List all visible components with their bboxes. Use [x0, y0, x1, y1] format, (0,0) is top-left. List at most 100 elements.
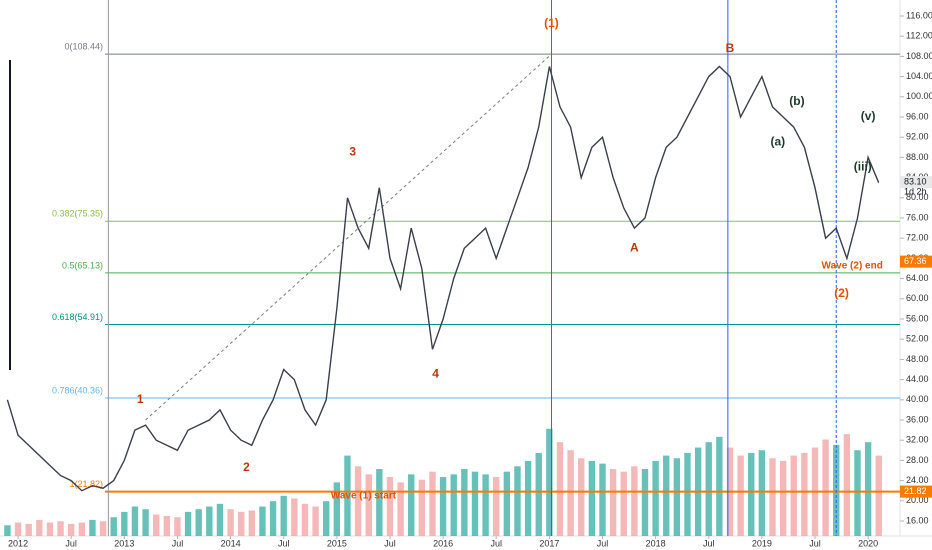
volume-bar: [790, 455, 797, 536]
wave-label: (1): [544, 16, 559, 30]
volume-bar: [78, 522, 86, 536]
y-tick-label: 104.00: [906, 71, 932, 81]
price-tag-label: 83.10: [904, 177, 927, 187]
fib-label: 0.5(65.13): [62, 260, 103, 270]
wave-label: (iii): [854, 160, 872, 174]
volume-bar: [822, 439, 829, 536]
volume-bar: [748, 452, 755, 536]
y-tick-label: 112.00: [906, 31, 932, 41]
countdown: 1d 2h: [904, 187, 927, 197]
x-tick-label: Jul: [172, 538, 184, 548]
volume-bar: [620, 471, 627, 536]
x-tick-label: 2020: [858, 538, 878, 548]
wave-label: 1: [137, 392, 144, 406]
y-tick-label: 56.00: [906, 313, 929, 323]
x-tick-label: Jul: [65, 538, 77, 548]
x-tick-label: 2014: [221, 538, 241, 548]
y-tick-label: 36.00: [906, 414, 929, 424]
volume-bar: [131, 506, 139, 536]
wave-label: (v): [861, 109, 876, 123]
volume-bar: [599, 463, 606, 536]
volume-bar: [556, 442, 564, 536]
volume-bar: [195, 509, 202, 536]
volume-bar: [439, 477, 447, 536]
y-tick-label: 80.00: [906, 192, 929, 202]
volume-bar: [631, 466, 638, 536]
volume-bar: [99, 521, 107, 536]
volume-bar: [354, 466, 362, 536]
y-tick-label: 88.00: [906, 152, 929, 162]
volume-bar: [110, 517, 117, 536]
x-tick-label: 2012: [8, 538, 28, 548]
volume-bar: [641, 469, 649, 536]
y-tick-label: 92.00: [906, 132, 929, 142]
wave-label: A: [630, 240, 639, 254]
volume-bar: [142, 509, 149, 536]
volume-bar: [779, 460, 787, 536]
volume-bar: [238, 511, 245, 536]
volume-bar: [716, 436, 723, 536]
y-tick-label: 64.00: [906, 273, 929, 283]
volume-bar: [737, 455, 744, 536]
y-tick-label: 44.00: [906, 374, 929, 384]
volume-bar: [206, 506, 213, 536]
y-tick-label: 96.00: [906, 111, 929, 121]
volume-bar: [429, 471, 436, 536]
volume-bar: [259, 506, 266, 536]
volume-bar: [535, 452, 542, 536]
volume-bar: [163, 515, 171, 536]
volume-bar: [312, 506, 319, 536]
volume-bar: [227, 509, 234, 536]
fib-label: 1(21.82): [69, 479, 103, 489]
volume-bar: [291, 498, 298, 536]
y-tick-label: 116.00: [906, 10, 932, 20]
volume-bar: [769, 458, 776, 536]
volume-bar: [408, 474, 415, 536]
volume-bar: [864, 442, 872, 536]
volume-bar: [875, 455, 882, 536]
fib-label: 0(108.44): [64, 42, 103, 52]
price-line: [6, 65, 880, 492]
volume-bar: [36, 519, 43, 536]
volume-bar: [524, 460, 532, 536]
x-tick-label: Jul: [703, 538, 715, 548]
volume-bar: [280, 495, 287, 536]
x-tick-label: Jul: [384, 538, 396, 548]
x-tick-label: 2016: [433, 538, 453, 548]
volume-bar: [25, 523, 32, 536]
volume-bar: [68, 523, 75, 536]
wave-note: Wave (1) start: [331, 490, 397, 501]
volume-bar: [14, 522, 22, 536]
volume-bar: [216, 503, 224, 536]
x-tick-label: Jul: [490, 538, 502, 548]
volume-bar: [578, 458, 585, 536]
y-tick-label: 72.00: [906, 233, 929, 243]
fib-label: 0.618(54.91): [52, 312, 103, 322]
y-tick-label: 60.00: [906, 293, 929, 303]
volume-bar: [482, 474, 489, 536]
volume-bar: [801, 452, 808, 536]
volume-bar: [301, 503, 309, 536]
volume-bar: [323, 501, 330, 536]
trendline: [145, 53, 552, 421]
y-tick-label: 48.00: [906, 354, 929, 364]
price-tag: [900, 485, 932, 498]
volume-bar: [153, 514, 160, 536]
fib-label: 0.382(75.35): [52, 209, 103, 219]
y-tick-label: 52.00: [906, 334, 929, 344]
wave-label: 3: [349, 145, 356, 159]
volume-bar: [705, 442, 712, 536]
volume-bar: [503, 471, 511, 536]
volume-bar: [365, 474, 372, 536]
price-tag-label: 67.36: [904, 256, 927, 266]
y-tick-label: 100.00: [906, 91, 932, 101]
x-tick-label: Jul: [809, 538, 821, 548]
x-tick-label: 2019: [752, 538, 772, 548]
volume-bar: [46, 522, 54, 536]
side-bar: [9, 60, 11, 370]
y-tick-label: 108.00: [906, 51, 932, 61]
volume-bar: [450, 474, 457, 536]
wave-label: 2: [243, 460, 250, 474]
